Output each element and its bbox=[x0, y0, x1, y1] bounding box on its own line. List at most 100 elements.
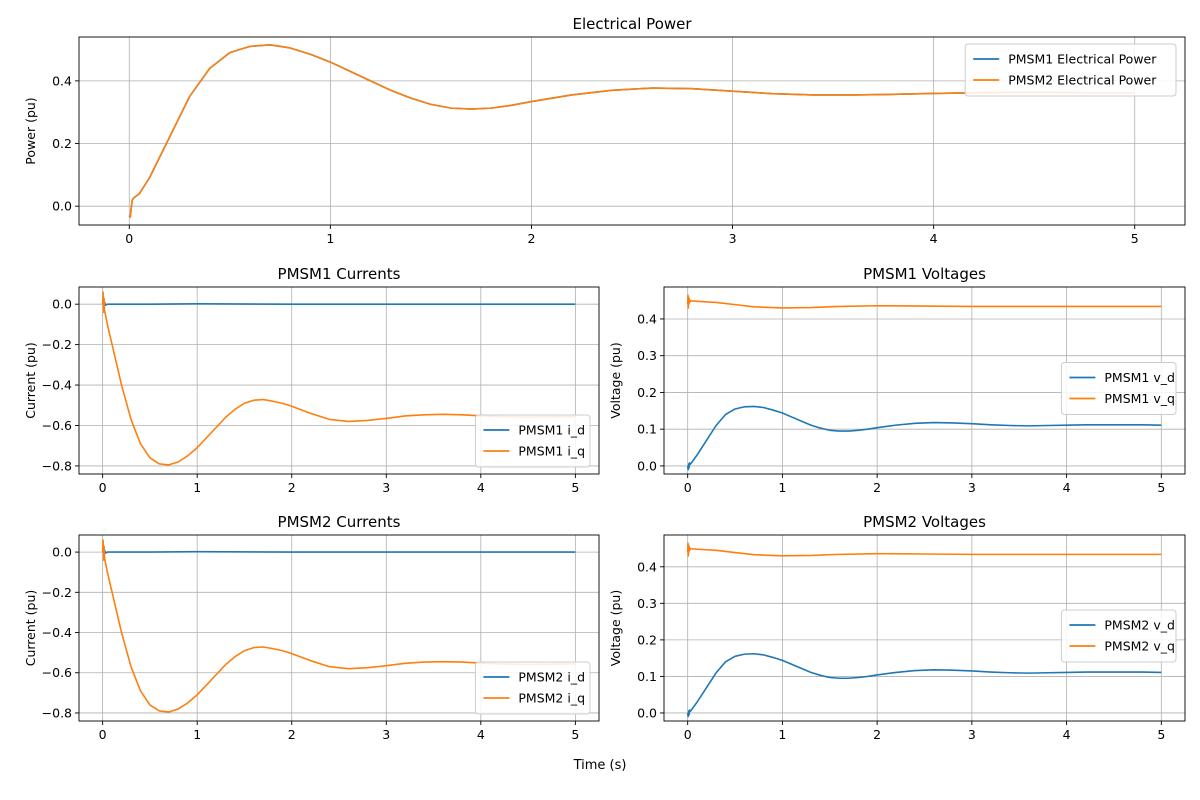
x-tick-label: 1 bbox=[193, 727, 201, 742]
y-tick-label: −0.8 bbox=[42, 458, 72, 473]
x-tick-label: 5 bbox=[571, 727, 579, 742]
y-tick-label: 0.2 bbox=[52, 136, 72, 151]
y-tick-label: 0.0 bbox=[52, 545, 72, 560]
y-tick-label: −0.8 bbox=[42, 705, 72, 720]
series-line-pmsm1_currents-1 bbox=[101, 291, 576, 466]
y-tick-label: 0.2 bbox=[637, 385, 657, 400]
legend-entry: PMSM2 i_q bbox=[518, 691, 585, 706]
legend-entry: PMSM2 v_d bbox=[1104, 618, 1175, 633]
legend: PMSM1 i_d PMSM1 i_q bbox=[474, 414, 591, 468]
legend: PMSM2 v_d PMSM2 v_q bbox=[1060, 609, 1177, 663]
x-tick-label: 5 bbox=[1157, 480, 1165, 495]
x-tick-label: 5 bbox=[1157, 727, 1165, 742]
subplot-pmsm2_currents: 0 1 2 3 4 5 −0.8 −0.6 −0.4 −0.2 0.0 PMSM2 Currents C… bbox=[23, 513, 600, 742]
subplot-title: PMSM1 Voltages bbox=[863, 265, 986, 283]
legend-entry: PMSM1 v_d bbox=[1104, 370, 1175, 385]
axes-frame bbox=[663, 286, 1186, 475]
subplot-pmsm2_voltages: 0 1 2 3 4 5 0.0 0.1 0.2 0.3 0.4 PMSM2 Voltages Volta… bbox=[608, 513, 1186, 742]
legend-entry: PMSM1 v_q bbox=[1104, 391, 1175, 406]
legend: PMSM1 Electrical Power PMSM2 Electrical P… bbox=[964, 43, 1177, 97]
subplot-pmsm1_currents: 0 1 2 3 4 5 −0.8 −0.6 −0.4 −0.2 0.0 PMSM1 Currents C… bbox=[23, 265, 600, 495]
x-tick-label: 5 bbox=[1131, 231, 1139, 246]
x-tick-label: 0 bbox=[684, 480, 692, 495]
x-tick-label: 3 bbox=[729, 231, 737, 246]
legend-box bbox=[474, 414, 591, 468]
series-line-pmsm1_voltages-1 bbox=[686, 294, 1162, 309]
subplot-power: 0 1 2 3 4 5 0.0 0.2 0.4 Electrical Power Power (pu… bbox=[23, 15, 1186, 246]
y-tick-label: 0.0 bbox=[52, 199, 72, 214]
legend-entry: PMSM2 i_d bbox=[518, 670, 585, 685]
x-tick-label: 4 bbox=[477, 480, 485, 495]
axes-frame bbox=[663, 534, 1186, 722]
y-tick-label: 0.4 bbox=[52, 73, 72, 88]
y-axis-label: Current (pu) bbox=[23, 342, 38, 419]
subplot-title: Electrical Power bbox=[572, 15, 692, 33]
x-tick-label: 4 bbox=[1063, 480, 1071, 495]
y-tick-label: 0.3 bbox=[637, 596, 657, 611]
legend-entry: PMSM2 v_q bbox=[1104, 639, 1175, 654]
x-tick-label: 1 bbox=[778, 480, 786, 495]
y-tick-label: 0.4 bbox=[637, 311, 657, 326]
y-tick-label: 0.0 bbox=[52, 297, 72, 312]
y-axis-label: Current (pu) bbox=[23, 590, 38, 667]
x-tick-label: 1 bbox=[326, 231, 334, 246]
y-tick-label: −0.2 bbox=[42, 337, 72, 352]
axes-frame bbox=[78, 286, 600, 475]
legend-box bbox=[1060, 362, 1177, 415]
legend: PMSM1 v_d PMSM1 v_q bbox=[1060, 362, 1177, 415]
x-tick-label: 2 bbox=[873, 727, 881, 742]
series-line-pmsm2_currents-1 bbox=[101, 539, 576, 713]
x-tick-label: 4 bbox=[930, 231, 938, 246]
x-tick-label: 2 bbox=[527, 231, 535, 246]
series-line-pmsm1_voltages-0 bbox=[686, 405, 1162, 471]
x-tick-label: 2 bbox=[873, 480, 881, 495]
y-tick-label: 0.1 bbox=[637, 422, 657, 437]
legend-box bbox=[1060, 609, 1177, 663]
x-tick-label: 0 bbox=[99, 727, 107, 742]
legend-box bbox=[474, 661, 591, 715]
series-line-pmsm2_voltages-1 bbox=[686, 542, 1162, 557]
y-tick-label: 0.3 bbox=[637, 348, 657, 363]
x-tick-label: 3 bbox=[968, 727, 976, 742]
y-tick-label: 0.0 bbox=[637, 458, 657, 473]
legend-entry: PMSM1 Electrical Power bbox=[1008, 52, 1157, 67]
x-tick-label: 2 bbox=[288, 480, 296, 495]
x-tick-label: 3 bbox=[382, 727, 390, 742]
y-tick-label: −0.4 bbox=[42, 378, 72, 393]
legend-box bbox=[964, 43, 1177, 97]
subplot-title: PMSM1 Currents bbox=[278, 265, 401, 283]
axes-frame bbox=[78, 534, 600, 722]
x-tick-label: 2 bbox=[288, 727, 296, 742]
x-tick-label: 5 bbox=[571, 480, 579, 495]
y-axis-label: Voltage (pu) bbox=[608, 590, 623, 666]
x-tick-label: 1 bbox=[193, 480, 201, 495]
x-tick-label: 4 bbox=[1063, 727, 1071, 742]
subplot-title: PMSM2 Currents bbox=[278, 513, 401, 531]
shared-x-axis-label: Time (s) bbox=[573, 758, 627, 773]
y-tick-label: −0.2 bbox=[42, 585, 72, 600]
y-axis-label: Voltage (pu) bbox=[608, 342, 623, 418]
legend: PMSM2 i_d PMSM2 i_q bbox=[474, 661, 591, 715]
y-tick-label: 0.0 bbox=[637, 705, 657, 720]
x-tick-label: 3 bbox=[968, 480, 976, 495]
series-line-pmsm2_voltages-0 bbox=[686, 652, 1162, 718]
x-tick-label: 0 bbox=[125, 231, 133, 246]
axes-frame bbox=[78, 36, 1186, 226]
x-tick-label: 4 bbox=[477, 727, 485, 742]
x-tick-label: 3 bbox=[382, 480, 390, 495]
legend-entry: PMSM1 i_d bbox=[518, 423, 585, 438]
y-axis-label: Power (pu) bbox=[23, 97, 38, 164]
series-line-power-1 bbox=[128, 44, 1135, 218]
y-tick-label: 0.1 bbox=[637, 669, 657, 684]
legend-entry: PMSM1 i_q bbox=[518, 444, 585, 459]
x-tick-label: 1 bbox=[778, 727, 786, 742]
y-tick-label: −0.6 bbox=[42, 418, 72, 433]
y-tick-label: −0.4 bbox=[42, 625, 72, 640]
y-tick-label: 0.2 bbox=[637, 632, 657, 647]
y-tick-label: −0.6 bbox=[42, 665, 72, 680]
x-tick-label: 0 bbox=[684, 727, 692, 742]
legend-entry: PMSM2 Electrical Power bbox=[1008, 73, 1157, 88]
y-tick-label: 0.4 bbox=[637, 559, 657, 574]
subplot-title: PMSM2 Voltages bbox=[863, 513, 986, 531]
